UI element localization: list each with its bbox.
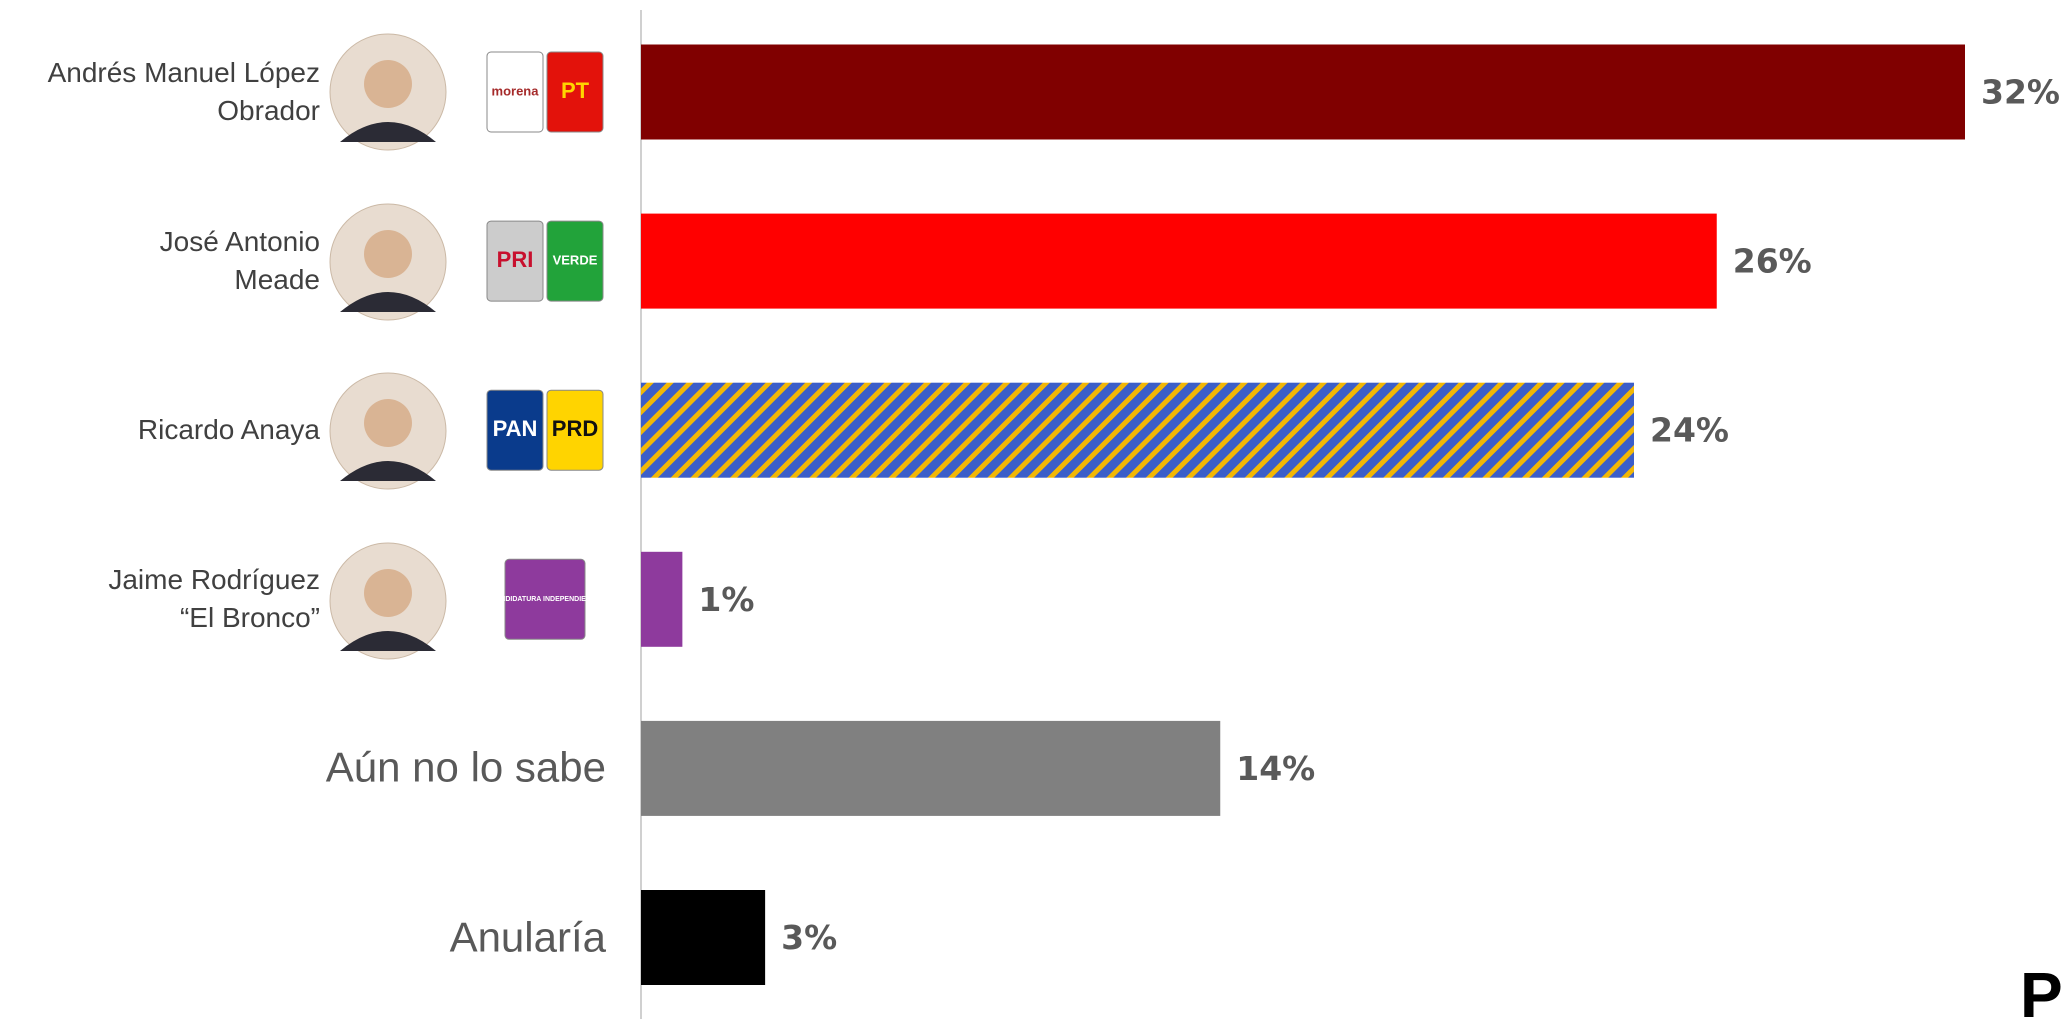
party-logo-text: PRI — [497, 247, 534, 272]
party-logo-text: VERDE — [553, 253, 598, 268]
party-logo-text: morena — [492, 83, 540, 98]
value-label: 3% — [781, 918, 837, 957]
value-label: 1% — [698, 580, 754, 619]
bar — [641, 721, 1220, 816]
bar — [641, 214, 1717, 309]
bar — [641, 890, 765, 985]
party-logo-text: PT — [561, 78, 590, 103]
party-logo-text: PAN — [493, 416, 538, 441]
category-label: José Antonio Meade — [160, 223, 320, 299]
category-label: Anularía — [450, 909, 606, 966]
party-logo-text: CANDIDATURA INDEPENDIENTE — [490, 596, 600, 603]
party-logo-text: PRD — [552, 416, 598, 441]
candidate-face — [364, 569, 412, 617]
candidate-face — [364, 399, 412, 447]
bar — [641, 45, 1965, 140]
bar — [641, 383, 1634, 478]
value-label: 32% — [1981, 73, 2060, 112]
page: {"chart_data": {"type": "hbar", "categor… — [0, 0, 2061, 1019]
value-label: 24% — [1650, 411, 1729, 450]
category-label: Ricardo Anaya — [138, 411, 320, 449]
category-label: Andrés Manuel López Obrador — [48, 54, 320, 130]
category-label: Jaime Rodríguez “El Bronco” — [108, 562, 320, 638]
bar — [641, 552, 682, 647]
candidate-face — [364, 60, 412, 108]
value-label: 26% — [1733, 242, 1812, 281]
value-label: 14% — [1236, 749, 1315, 788]
category-label: Aún no lo sabe — [326, 740, 606, 797]
candidate-face — [364, 230, 412, 278]
chart: 32% morena PT 26% PRI VERDE 24% PAN PRD 1% CANDIDA… — [0, 0, 2061, 1019]
brand-mark: P — [2020, 959, 2061, 1019]
